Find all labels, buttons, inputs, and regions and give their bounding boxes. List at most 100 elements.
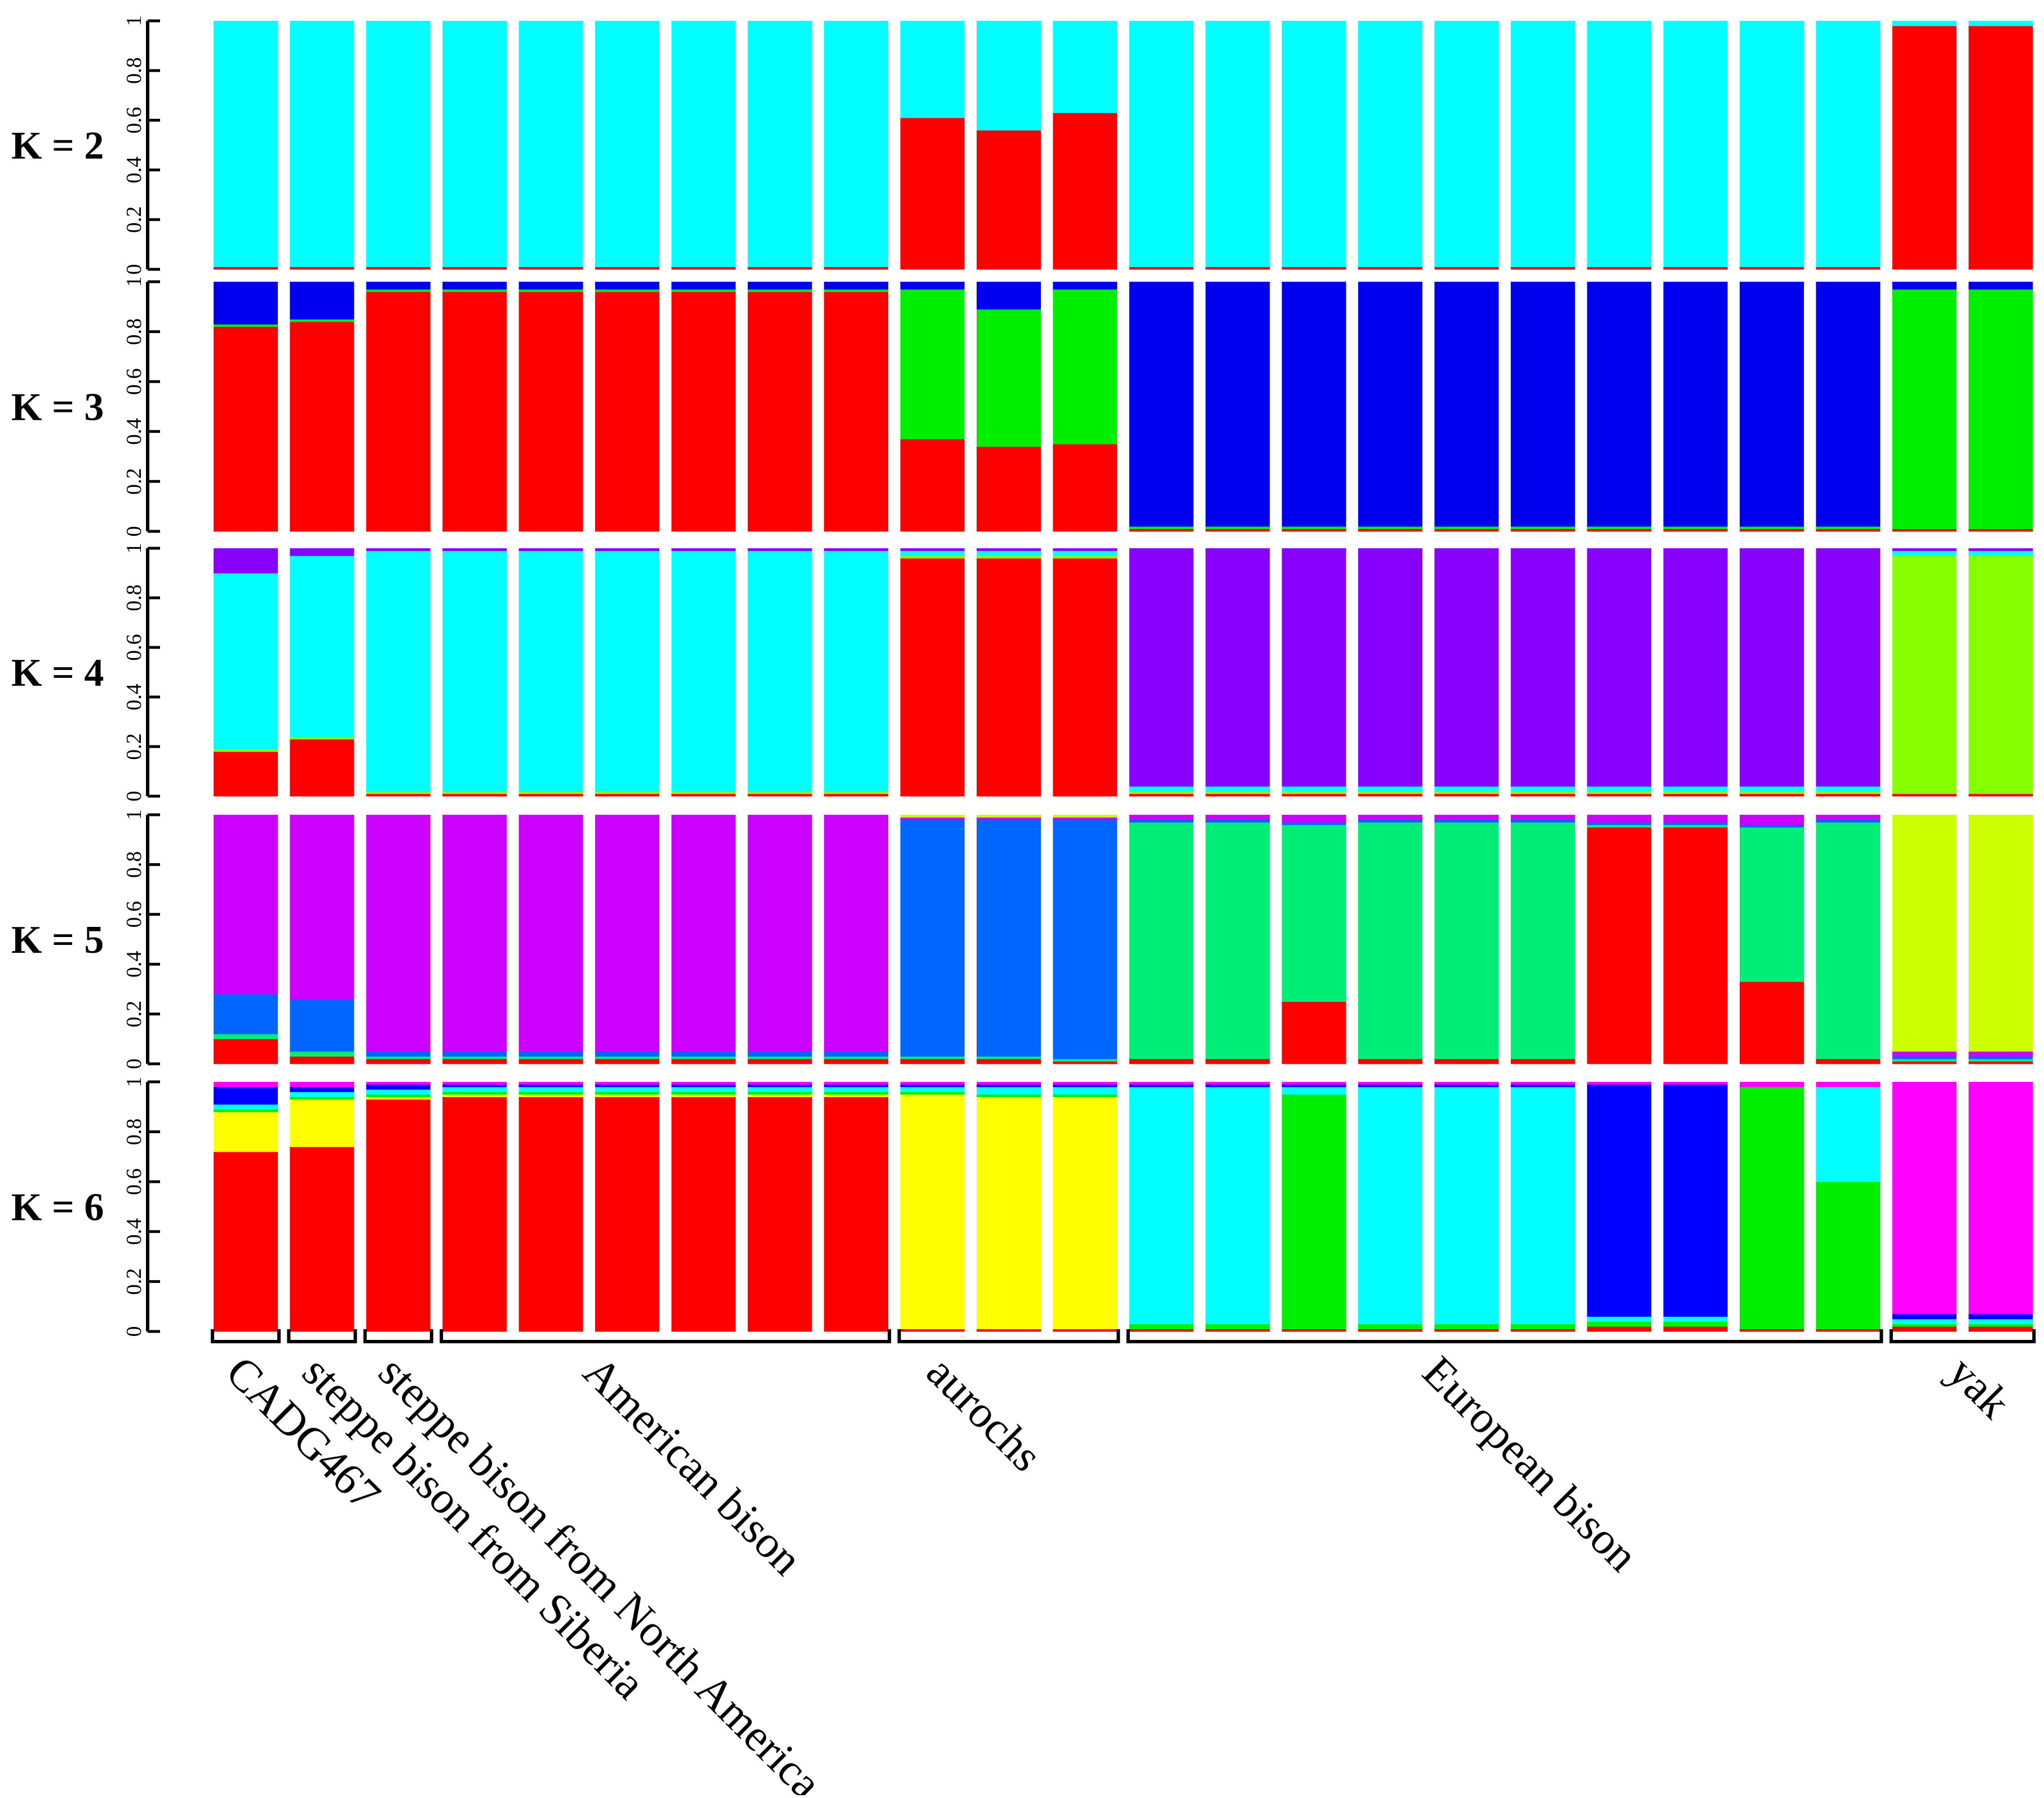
- panel-k6-sample-18-green-segment: [1510, 1324, 1575, 1330]
- panel-k4-sample-22-cyan-segment: [1816, 786, 1881, 792]
- panel-k4-sample-16-red-segment: [1358, 793, 1422, 797]
- panel-k4-sample-16-purple-segment: [1358, 548, 1422, 787]
- panel-k6-sample-8-magenta-segment: [747, 1082, 812, 1085]
- panel-k4-sample-5-cyan-segment: [518, 551, 583, 792]
- panel-k4-sample-18-purple-segment: [1510, 548, 1575, 787]
- panel-k5-sample-1-purple-segment: [214, 815, 278, 995]
- panel-k6-sample-12-blue-segment: [1053, 1084, 1118, 1087]
- panel-k5-sample-11-lime-segment: [977, 815, 1041, 818]
- panel-k6-sample-15-magenta-segment: [1282, 1082, 1346, 1085]
- panel-k6-sample-23-green-segment: [1892, 1324, 1957, 1327]
- panel-k5-sample-3-green-segment: [366, 1056, 431, 1059]
- panel-k5-sample-2-blue-segment: [290, 999, 354, 1052]
- panel-k2-sample-4-red-segment: [442, 267, 507, 270]
- panel-k3-sample-11-blue-segment: [977, 282, 1041, 310]
- panel-k5-sample-17-purple-segment: [1434, 815, 1499, 820]
- panel-k4-sample-14-red-segment: [1205, 793, 1270, 797]
- panel-k5-sample-23-green-segment: [1892, 1059, 1957, 1062]
- panel-k5-sample-7-blue-segment: [671, 1051, 736, 1057]
- panel-k4-sample-12-purple-segment: [1053, 548, 1118, 551]
- panel-k5-sample-12-red-segment: [1053, 1061, 1118, 1064]
- panel-k4-tick-label: 0.2: [122, 733, 146, 760]
- panel-k3-sample-11-red-segment: [977, 446, 1041, 532]
- panel-k3-sample-20-green-segment: [1663, 526, 1728, 530]
- panel-k5-tick-label: 1: [122, 810, 146, 820]
- panel-k2-sample-14-red-segment: [1205, 267, 1270, 270]
- group-label-5: European bison: [1413, 1347, 1647, 1582]
- panel-k6-sample-12-yellow-segment: [1053, 1096, 1118, 1330]
- panel-k6-sample-11-yellow-segment: [977, 1096, 1041, 1330]
- panel-k4-sample-9-red-segment: [824, 793, 889, 797]
- panel-k6-sample-4-yellow-segment: [442, 1094, 507, 1098]
- panel-k6-sample-23-red-segment: [1892, 1326, 1957, 1332]
- panel-k3-sample-23-blue-segment: [1892, 282, 1957, 290]
- panel-k2-sample-12-red-segment: [1053, 113, 1118, 270]
- panel-k2-sample-10-cyan-segment: [900, 21, 965, 118]
- panel-k2-tick-label: 0: [122, 264, 146, 275]
- panel-k4-sample-14-cyan-segment: [1205, 786, 1270, 792]
- panel-k4-sample-13-green-segment: [1129, 791, 1194, 794]
- panel-k3-sample-1-red-segment: [214, 326, 278, 532]
- panel-k5-sample-4-red-segment: [442, 1059, 507, 1064]
- panel-k6-sample-24-red-segment: [1968, 1326, 2033, 1332]
- panel-k4-sample-5-purple-segment: [518, 548, 583, 551]
- panel-k3-sample-22-green-segment: [1816, 526, 1881, 530]
- panel-k4-sample-15-cyan-segment: [1282, 786, 1346, 792]
- panel-k4-sample-11-cyan-segment: [977, 551, 1041, 556]
- panel-k4-sample-24-red-segment: [1968, 793, 2033, 797]
- panel-k6-sample-15-green-segment: [1282, 1094, 1346, 1330]
- panel-k6-sample-13-cyan-segment: [1129, 1086, 1194, 1325]
- panel-k3-sample-9-blue-segment: [824, 282, 889, 290]
- panel-k3-sample-22-blue-segment: [1816, 282, 1881, 527]
- panel-k6-sample-6-green-segment: [595, 1091, 659, 1095]
- panel-k2-sample-24-cyan-segment: [1968, 21, 2033, 26]
- panel-k6-sample-24-cyan-segment: [1968, 1318, 2033, 1325]
- panel-k3-sample-17-blue-segment: [1434, 282, 1499, 527]
- panel-k4-sample-3-cyan-segment: [366, 551, 431, 792]
- panel-k5-sample-7-purple-segment: [671, 815, 736, 1052]
- panel-k2-sample-3-cyan-segment: [366, 21, 431, 268]
- panel-k4-sample-15-green-segment: [1282, 791, 1346, 794]
- panel-k4-sample-18-green-segment: [1510, 791, 1575, 794]
- panel-k6-sample-5-green-segment: [518, 1091, 583, 1095]
- panel-k6-sample-17-green-segment: [1434, 1324, 1499, 1330]
- panel-k5-sample-15-purple-segment: [1282, 815, 1346, 823]
- panel-k3-sample-21-blue-segment: [1740, 282, 1804, 527]
- panel-k6-sample-22-red-segment: [1816, 1329, 1881, 1332]
- panel-k6-sample-20-cyan-segment: [1663, 1316, 1728, 1322]
- panel-k4-sample-17-red-segment: [1434, 793, 1499, 797]
- panel-k4-sample-6-cyan-segment: [595, 551, 659, 792]
- panel-k3-sample-19-red-segment: [1587, 529, 1652, 532]
- panel-k5-tick-label: 0.4: [122, 951, 146, 978]
- panel-k2-sample-18-red-segment: [1510, 267, 1575, 270]
- panel-k4-sample-10-green-segment: [900, 556, 965, 559]
- panel-k6-sample-5-magenta-segment: [518, 1082, 583, 1085]
- panel-k2-sample-19-red-segment: [1587, 267, 1652, 270]
- panel-k4-sample-20-red-segment: [1663, 793, 1728, 797]
- panel-k5-sample-15-blue-segment: [1282, 822, 1346, 825]
- panel-k3-tick-label: 0.8: [122, 318, 146, 345]
- panel-k3-sample-17-green-segment: [1434, 526, 1499, 530]
- panel-k6-sample-14-red-segment: [1205, 1329, 1270, 1332]
- panel-k4-sample-7-purple-segment: [671, 548, 736, 551]
- panel-k6-sample-16-blue-segment: [1358, 1084, 1422, 1087]
- panel-k4-sample-19-red-segment: [1587, 793, 1652, 797]
- group-label-3: American bison: [574, 1347, 812, 1585]
- panel-k4-sample-6-green-segment: [595, 791, 659, 794]
- panel-k3-sample-11-green-segment: [977, 309, 1041, 447]
- panel-k2-sample-1-red-segment: [214, 267, 278, 270]
- panel-k5-sample-4-green-segment: [442, 1056, 507, 1059]
- panel-k5-sample-11-blue-segment: [977, 819, 1041, 1057]
- panel-k6-sample-5-yellow-segment: [518, 1094, 583, 1098]
- panel-k6-sample-9-blue-segment: [824, 1084, 889, 1087]
- panel-k4-sample-14-green-segment: [1205, 791, 1270, 794]
- panel-k5-sample-13-purple-segment: [1129, 815, 1194, 820]
- panel-k6-sample-21-magenta-segment: [1740, 1082, 1804, 1087]
- panel-k4-tick-label: 0.6: [122, 634, 146, 661]
- panel-k6-sample-23-blue-segment: [1892, 1313, 1957, 1320]
- panel-k6-sample-18-blue-segment: [1510, 1084, 1575, 1087]
- panel-k6-sample-17-cyan-segment: [1434, 1086, 1499, 1325]
- panel-k5-sample-22-purple-segment: [1816, 815, 1881, 820]
- panel-k5-sample-23-blue-segment: [1892, 1056, 1957, 1059]
- group-bracket-6: [1889, 1329, 2036, 1343]
